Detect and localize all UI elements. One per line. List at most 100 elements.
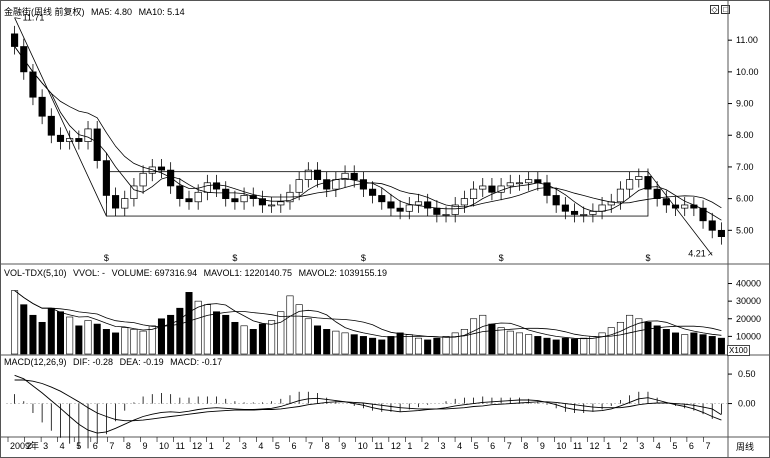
volume-bar [313,325,322,355]
macd-title: MACD(12,26,9) [4,357,67,367]
volume-bar [268,320,276,355]
candle-down [369,188,377,196]
candle-up [66,138,74,142]
volume-bar [231,321,239,355]
window-controls[interactable]: ◇ □ [708,4,730,15]
candle-up [451,204,459,215]
volume-bar [488,323,496,355]
macd-tick-label: 0.00 [738,399,756,409]
candle-down [93,128,101,161]
time-axis-label: 1 [209,441,214,451]
volume-bar [148,325,156,355]
volume-bar [470,318,478,355]
candle-down [350,172,358,180]
candle-up [130,185,138,199]
candle-up [460,198,468,206]
event-marker: $ [645,253,650,263]
time-axis-label: 12 [391,441,401,451]
volume-bar [295,304,303,355]
candle-down [11,33,19,47]
volume-bar [424,339,432,355]
period-label[interactable]: 周线 [736,442,755,452]
volume-bar [121,327,129,355]
candle-down [690,204,698,209]
time-axis-label: 5 [275,441,280,451]
ma10-line [14,46,722,209]
volume-bar [66,316,74,355]
volume-bar [359,336,367,355]
candle-up [414,201,423,206]
volume-bar [176,307,184,355]
volume-bar [277,311,285,355]
time-axis-label: 3 [441,441,446,451]
volume-bar [708,336,716,355]
time-axis-label: 2009年 [10,440,39,451]
volume-bar [717,337,725,355]
candle-down [75,138,83,142]
time-axis-label: 2 [27,441,32,451]
candle-down [112,195,120,209]
time-axis-label: 8 [126,441,131,451]
volume-bar [497,327,505,355]
candle-up [277,201,285,206]
volume-bar [213,311,221,355]
consolidation-box [105,171,649,217]
time-axis-label: 2 [424,441,429,451]
volume-bar [258,323,266,355]
volume-unit-label[interactable]: X100 [727,345,750,356]
candle-down [176,185,184,199]
volume-panel-header: VOL-TDX(5,10) VVOL: - VOLUME: 697316.94 … [4,268,391,278]
breakdown-line [647,171,713,256]
time-axis-label: 10 [358,441,368,451]
price-tick-label: 11.00 [736,35,758,45]
settings-icon[interactable]: ◇ [710,5,719,14]
high-price-label: 11.71 [23,13,45,23]
volume-bar [323,329,331,355]
dea-readout: DEA: -0.19 [119,357,164,367]
volume-tick-label: 40000 [736,279,761,289]
candle-down [488,185,496,193]
candle-down [313,169,322,180]
candle-up [580,214,588,216]
candle-down [212,182,221,190]
volume-bar [534,336,542,355]
time-axis-label: 2 [623,441,628,451]
time-axis-label: 4 [60,441,65,451]
volume-bar [451,332,459,355]
stock-title: 金融街(周线 前复权) [4,7,85,17]
maximize-icon[interactable]: □ [721,5,730,14]
time-axis-label: 3 [242,441,247,451]
volume-bar [506,330,514,355]
volume-bar [11,290,19,355]
time-axis-label: 12 [192,441,202,451]
volume-tick-label: 30000 [736,296,761,306]
candle-up [681,204,689,209]
time-axis-label: 4 [258,441,263,451]
time-axis-label: 8 [325,441,330,451]
volume-bar [378,339,386,355]
mavol1-readout: MAVOL1: 1220140.75 [203,268,293,278]
candle-up [240,195,248,203]
candle-down [552,195,560,206]
time-axis-label: 5 [672,441,677,451]
candle-up [121,198,129,209]
volume-bar [460,329,468,355]
candle-down [56,134,65,142]
volume-bar [20,304,28,355]
volume-bar [616,321,624,355]
event-marker: $ [499,253,504,263]
volume-bar [29,314,37,355]
price-tick-label: 10.00 [736,67,759,77]
volume-bar [185,292,193,355]
time-axis-label: 11 [374,441,383,451]
candle-up [479,185,487,190]
candle-down [424,201,432,209]
candle-up [626,179,634,190]
event-marker: $ [104,253,109,263]
volume-bar [75,325,83,355]
volume-bar [286,295,294,355]
volume-bar [479,314,487,355]
time-axis-label: 7 [308,441,313,451]
candle-up [295,179,303,193]
